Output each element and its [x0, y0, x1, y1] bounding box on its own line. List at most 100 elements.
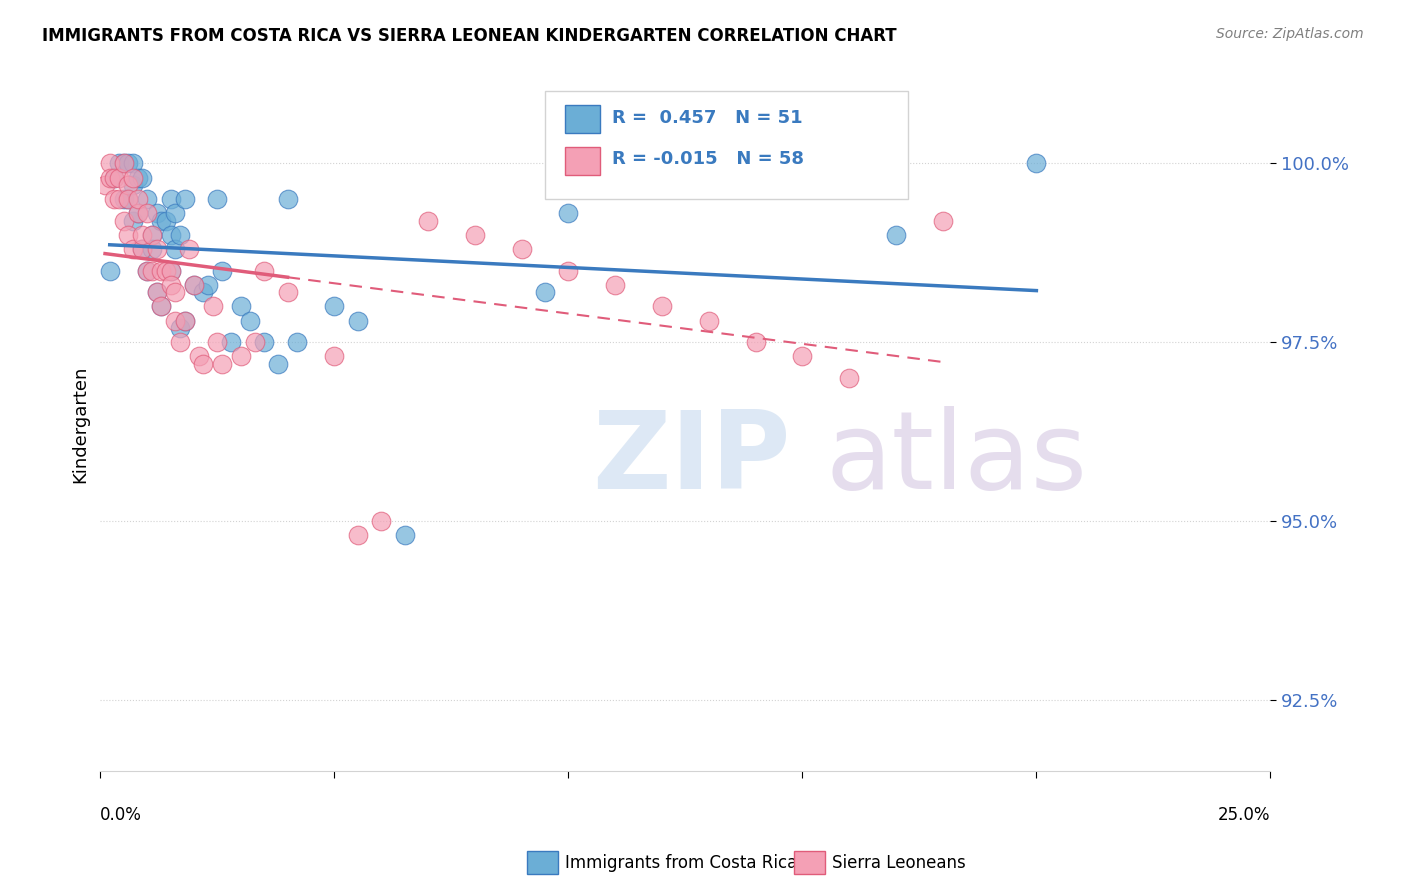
- Point: [127, 192, 149, 206]
- Point: [1025, 156, 1047, 170]
- Point: [792, 350, 814, 364]
- Point: [201, 299, 224, 313]
- Y-axis label: Kindergarten: Kindergarten: [72, 366, 89, 483]
- Point: [117, 178, 139, 192]
- Text: Immigrants from Costa Rica: Immigrants from Costa Rica: [565, 854, 797, 871]
- Point: [131, 242, 153, 256]
- Point: [651, 299, 673, 313]
- Point: [370, 514, 392, 528]
- Point: [103, 170, 125, 185]
- Point: [346, 528, 368, 542]
- Point: [557, 263, 579, 277]
- Point: [229, 350, 252, 364]
- Point: [150, 263, 173, 277]
- Point: [141, 263, 163, 277]
- Point: [141, 227, 163, 242]
- Point: [464, 227, 486, 242]
- Point: [165, 285, 187, 299]
- Bar: [565, 147, 600, 175]
- Point: [346, 314, 368, 328]
- Point: [932, 213, 955, 227]
- Text: ZIP: ZIP: [592, 406, 790, 512]
- Point: [697, 314, 720, 328]
- Text: Source: ZipAtlas.com: Source: ZipAtlas.com: [1216, 27, 1364, 41]
- Point: [187, 350, 209, 364]
- Point: [207, 192, 229, 206]
- Text: R = -0.015   N = 58: R = -0.015 N = 58: [612, 151, 804, 169]
- Point: [127, 206, 149, 220]
- Point: [744, 335, 766, 350]
- Point: [165, 206, 187, 220]
- Point: [155, 263, 177, 277]
- Point: [253, 263, 276, 277]
- Point: [416, 213, 439, 227]
- Point: [150, 213, 173, 227]
- Point: [122, 156, 145, 170]
- Point: [98, 263, 121, 277]
- Point: [534, 285, 557, 299]
- Point: [155, 213, 177, 227]
- Point: [838, 371, 860, 385]
- Point: [112, 156, 135, 170]
- Point: [145, 242, 167, 256]
- Point: [323, 350, 346, 364]
- Point: [122, 178, 145, 192]
- Point: [179, 242, 201, 256]
- Point: [136, 206, 159, 220]
- Point: [159, 277, 181, 292]
- Point: [229, 299, 252, 313]
- Point: [131, 227, 153, 242]
- Point: [141, 242, 163, 256]
- Point: [173, 192, 195, 206]
- Point: [193, 357, 215, 371]
- Point: [239, 314, 262, 328]
- Point: [131, 170, 153, 185]
- Point: [267, 357, 290, 371]
- Point: [169, 227, 191, 242]
- Point: [112, 156, 135, 170]
- Point: [145, 285, 167, 299]
- Text: Sierra Leoneans: Sierra Leoneans: [832, 854, 966, 871]
- Point: [183, 277, 205, 292]
- Point: [165, 314, 187, 328]
- Point: [165, 242, 187, 256]
- Point: [277, 192, 299, 206]
- Point: [103, 170, 125, 185]
- Point: [159, 227, 181, 242]
- Point: [117, 192, 139, 206]
- Point: [103, 192, 125, 206]
- Point: [159, 192, 181, 206]
- FancyBboxPatch shape: [546, 91, 908, 199]
- Point: [323, 299, 346, 313]
- Point: [510, 242, 533, 256]
- Point: [112, 213, 135, 227]
- Point: [127, 170, 149, 185]
- Point: [150, 299, 173, 313]
- Point: [173, 314, 195, 328]
- Point: [145, 206, 167, 220]
- Point: [122, 170, 145, 185]
- Point: [884, 227, 907, 242]
- Point: [136, 263, 159, 277]
- Point: [98, 170, 121, 185]
- Point: [117, 156, 139, 170]
- Point: [243, 335, 266, 350]
- Point: [108, 156, 131, 170]
- Point: [207, 335, 229, 350]
- Point: [394, 528, 416, 542]
- Point: [136, 192, 159, 206]
- Text: 25.0%: 25.0%: [1218, 806, 1271, 824]
- Text: 0.0%: 0.0%: [100, 806, 142, 824]
- Point: [122, 242, 145, 256]
- Point: [122, 213, 145, 227]
- Point: [221, 335, 243, 350]
- Point: [108, 192, 131, 206]
- Point: [605, 277, 627, 292]
- Point: [169, 321, 191, 335]
- Point: [127, 206, 149, 220]
- Point: [141, 227, 163, 242]
- Text: R =  0.457   N = 51: R = 0.457 N = 51: [612, 109, 803, 127]
- Point: [112, 192, 135, 206]
- Point: [169, 335, 191, 350]
- Point: [193, 285, 215, 299]
